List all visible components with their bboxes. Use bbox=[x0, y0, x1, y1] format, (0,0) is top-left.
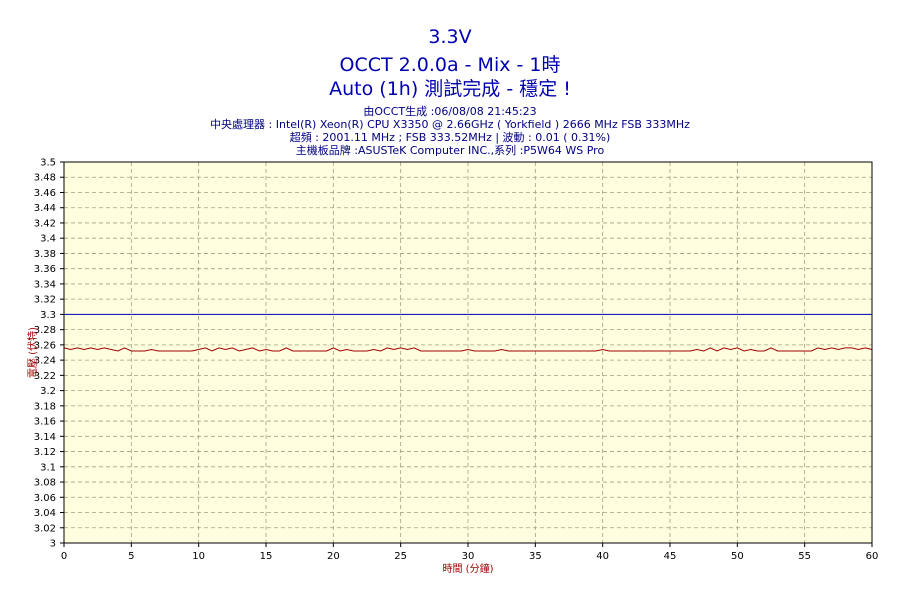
y-tick-label: 3.2 bbox=[40, 386, 56, 397]
y-tick-label: 3.12 bbox=[34, 447, 56, 458]
x-tick-label: 5 bbox=[128, 551, 134, 562]
y-tick-label: 3.46 bbox=[34, 188, 56, 199]
y-tick-label: 3.24 bbox=[34, 356, 56, 367]
chart-subtitle: OCCT 2.0.0a - Mix - 1時 bbox=[339, 54, 561, 76]
y-tick-label: 3.38 bbox=[34, 249, 56, 260]
cpu-info: 中央處理器 : Intel(R) Xeon(R) CPU X3350 @ 2.6… bbox=[210, 118, 690, 131]
y-tick-label: 3.3 bbox=[40, 310, 56, 321]
y-tick-label: 3.44 bbox=[34, 203, 56, 214]
x-tick-label: 55 bbox=[798, 551, 811, 562]
motherboard-info: 主機板品牌 :ASUSTeK Computer INC.,系列 :P5W64 W… bbox=[295, 144, 605, 157]
x-tick-label: 25 bbox=[394, 551, 407, 562]
y-tick-label: 3.02 bbox=[34, 523, 56, 534]
y-tick-label: 3.26 bbox=[34, 340, 56, 351]
y-tick-label: 3.04 bbox=[34, 508, 56, 519]
voltage-series-line bbox=[63, 347, 873, 352]
x-tick-label: 0 bbox=[61, 551, 67, 562]
y-tick-label: 3.28 bbox=[34, 325, 56, 336]
y-tick-label: 3.42 bbox=[34, 218, 56, 229]
y-tick-label: 3.16 bbox=[34, 417, 56, 428]
x-tick-label: 30 bbox=[462, 551, 475, 562]
x-tick-label: 50 bbox=[731, 551, 744, 562]
x-tick-label: 60 bbox=[866, 551, 879, 562]
x-tick-label: 40 bbox=[596, 551, 609, 562]
x-tick-label: 10 bbox=[192, 551, 205, 562]
x-tick-label: 15 bbox=[260, 551, 273, 562]
generated-timestamp: 由OCCT生成 :06/08/08 21:45:23 bbox=[363, 105, 537, 118]
y-tick-label: 3.14 bbox=[34, 432, 56, 443]
x-axis-label: 時間 (分鐘) bbox=[443, 562, 494, 575]
y-tick-label: 3 bbox=[50, 539, 56, 550]
test-status-title: Auto (1h) 測試完成 - 穩定 ! bbox=[329, 78, 571, 100]
y-tick-label: 3.32 bbox=[34, 295, 56, 306]
y-tick-label: 3.1 bbox=[40, 462, 56, 473]
x-tick-label: 20 bbox=[327, 551, 340, 562]
y-axis-label: 電壓 (伏特) bbox=[26, 327, 39, 378]
y-tick-label: 3.08 bbox=[34, 478, 56, 489]
x-tick-label: 35 bbox=[529, 551, 542, 562]
axis-ticks: 3 3.02 3.04 3.06 3.08 3.1 3.12 3.14 3.16 3.18 3.2 3… bbox=[34, 158, 879, 563]
y-tick-label: 3.48 bbox=[34, 173, 56, 184]
y-tick-label: 3.18 bbox=[34, 401, 56, 412]
x-tick-label: 45 bbox=[664, 551, 677, 562]
y-tick-label: 3.5 bbox=[40, 158, 56, 169]
y-tick-label: 3.34 bbox=[34, 279, 56, 290]
y-tick-label: 3.22 bbox=[34, 371, 56, 382]
y-tick-label: 3.36 bbox=[34, 264, 56, 275]
y-tick-label: 3.4 bbox=[40, 234, 56, 245]
chart-title: 3.3V bbox=[428, 26, 472, 48]
plot-border bbox=[63, 161, 873, 544]
y-tick-label: 3.06 bbox=[34, 493, 56, 504]
overclock-info: 超頻 : 2001.11 MHz ; FSB 333.52MHz | 波動 : … bbox=[289, 131, 611, 144]
